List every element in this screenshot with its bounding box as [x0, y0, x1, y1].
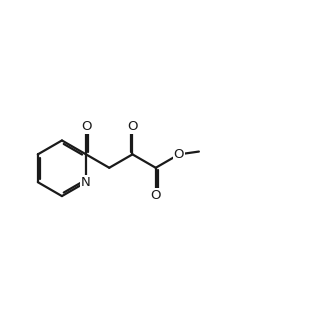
Text: O: O [150, 189, 161, 202]
Text: O: O [174, 148, 184, 161]
Text: N: N [81, 176, 91, 189]
Text: O: O [127, 120, 138, 133]
Text: O: O [81, 120, 91, 133]
